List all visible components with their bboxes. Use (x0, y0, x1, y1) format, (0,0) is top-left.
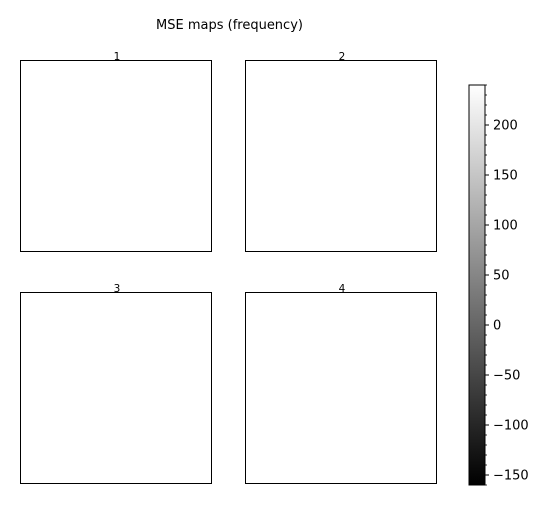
colorbar-tick-label: 50 (493, 269, 510, 284)
colorbar-tick-label: 150 (493, 169, 518, 184)
colorbar-tick-label: −50 (493, 369, 520, 384)
panel-4-image (245, 292, 437, 484)
colorbar-tick-label: 100 (493, 219, 518, 234)
panel-1-image (20, 60, 212, 252)
colorbar-tick-label: −100 (493, 419, 529, 434)
colorbar-tick-label: −150 (493, 469, 529, 484)
colorbar-tick-label: 200 (493, 119, 518, 134)
panel-2-image (245, 60, 437, 252)
colorbar-ticks: −150 −100 −50 0 50 100 150 200 (485, 85, 529, 485)
colorbar: −150 −100 −50 0 50 100 150 200 (455, 80, 545, 490)
panel-3-image (20, 292, 212, 484)
figure-title: MSE maps (frequency) (0, 18, 459, 33)
colorbar-tick-label: 0 (493, 319, 501, 334)
colorbar-gradient (469, 85, 485, 485)
